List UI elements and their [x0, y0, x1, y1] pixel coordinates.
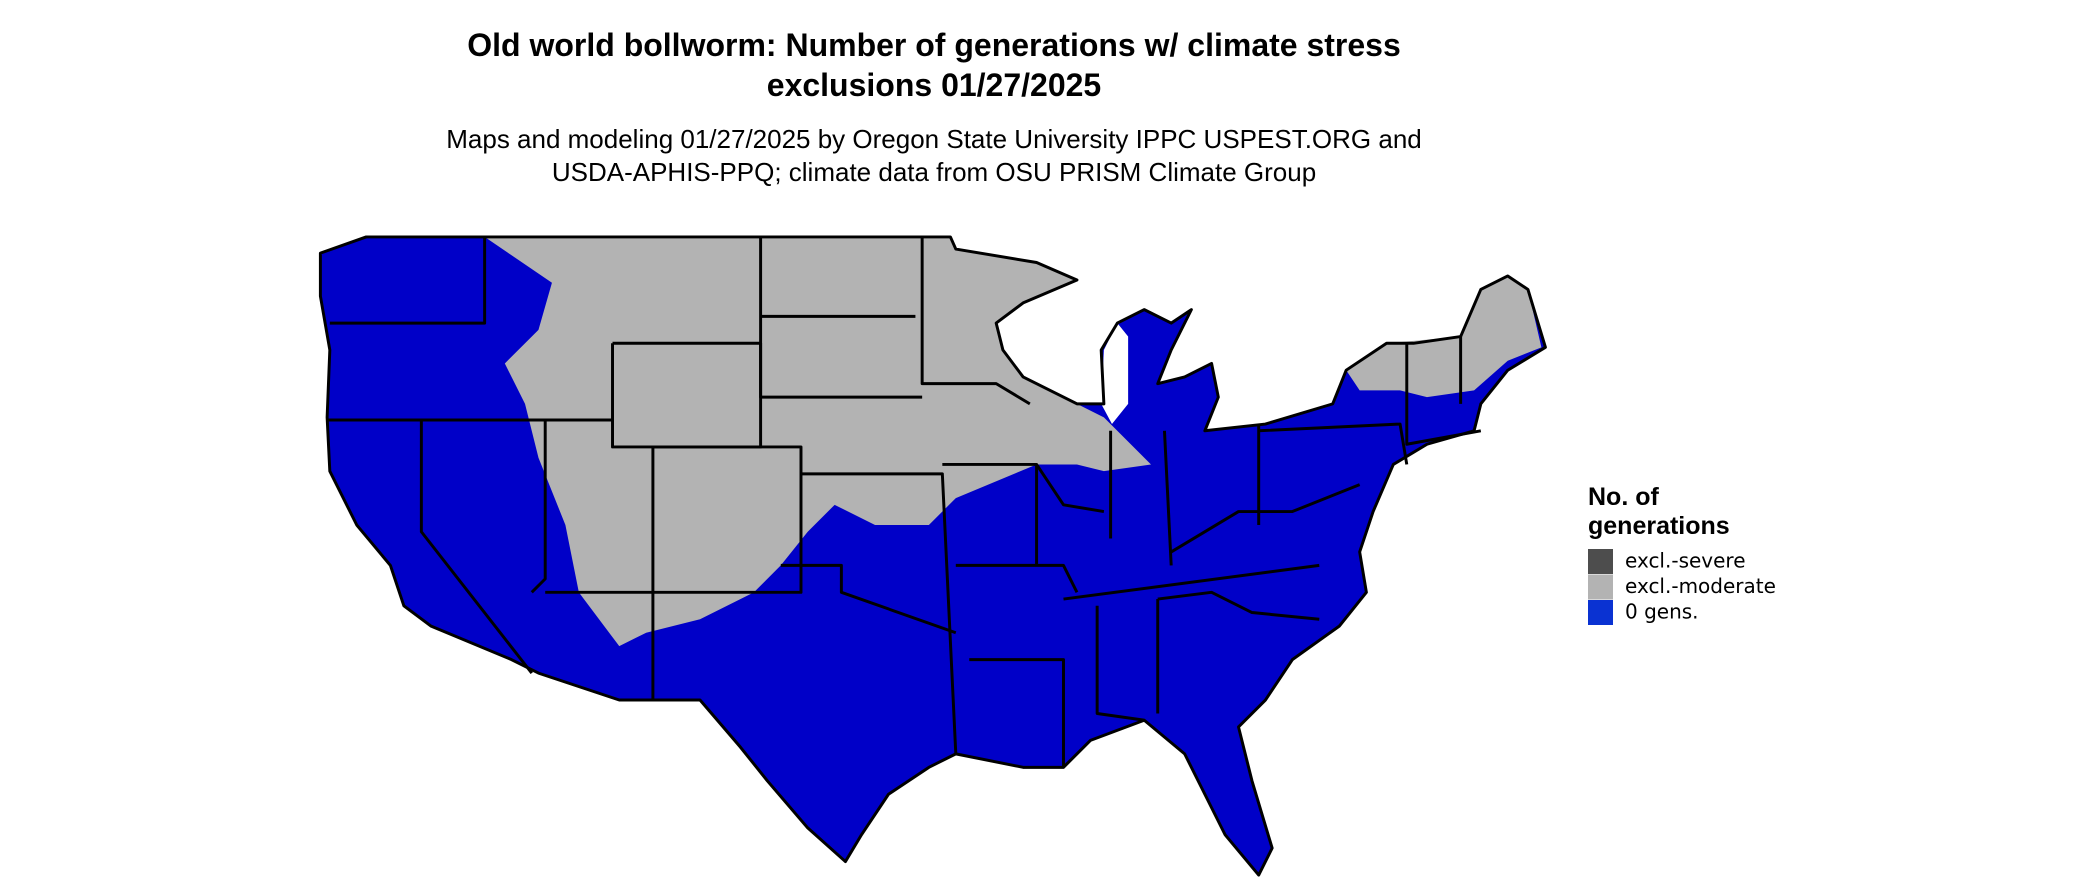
legend-title: No. of — [1588, 483, 1659, 511]
map — [318, 235, 1547, 877]
legend-swatch — [1588, 574, 1613, 600]
legend-swatch — [1588, 600, 1613, 625]
legend-label: 0 gens. — [1625, 600, 1699, 624]
legend-swatch — [1588, 549, 1613, 574]
legend-label: excl.-severe — [1625, 549, 1746, 573]
national-border — [318, 235, 1547, 877]
region-moderate — [484, 236, 1152, 647]
subtitle-line: Maps and modeling 01/27/2025 by Oregon S… — [446, 124, 1422, 154]
legend-title: generations — [1588, 512, 1730, 540]
title-line: exclusions 01/27/2025 — [767, 67, 1101, 103]
subtitle-line: USDA-APHIS-PPQ; climate data from OSU PR… — [552, 157, 1316, 187]
region-moderate — [1346, 275, 1542, 398]
state-borders — [327, 236, 1482, 768]
lake-michigan — [1101, 323, 1129, 425]
legend-label: excl.-moderate — [1625, 574, 1776, 598]
title-line: Old world bollworm: Number of generation… — [467, 27, 1401, 63]
